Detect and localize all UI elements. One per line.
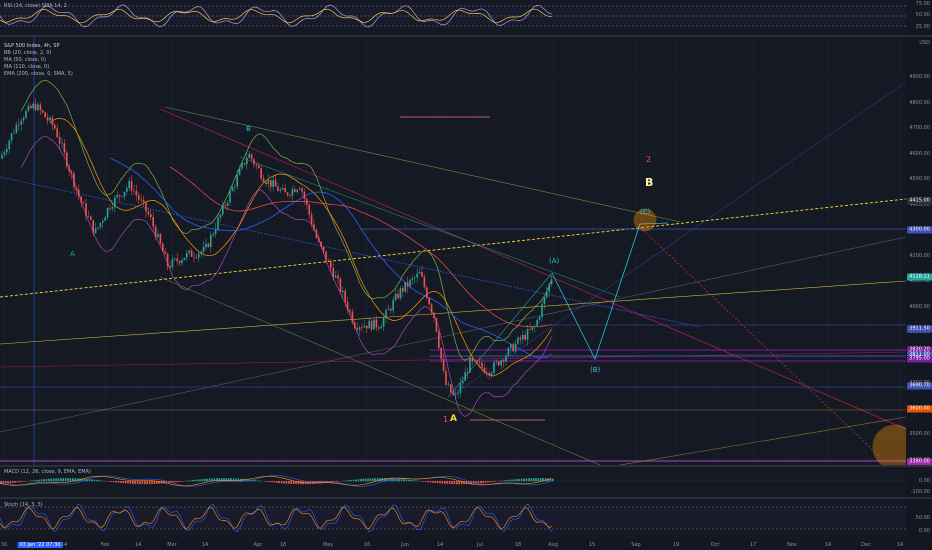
- time-tick: 14: [896, 542, 904, 548]
- time-tick: 18: [279, 542, 287, 548]
- time-tick: 14: [201, 542, 209, 548]
- price-tick: 3500.00: [909, 431, 930, 438]
- time-tick: 14: [436, 542, 444, 548]
- price-tick: 4700.00: [909, 125, 930, 132]
- macd-level: -100.00: [910, 489, 930, 495]
- indicator-ma110[interactable]: MA (110, close, 0): [4, 64, 50, 70]
- wave-label-c-paren: (C): [640, 208, 651, 216]
- pane-separator[interactable]: [0, 465, 932, 467]
- price-tick: 4000.00: [909, 303, 930, 310]
- price-axis[interactable]: USD 4900.00 4800.00 4700.00 4600.00 4500.00 4…: [906, 37, 932, 466]
- stoch-label: Stoch (14, 3, 3): [4, 502, 43, 508]
- wave-label-a-paren: (A): [549, 257, 560, 265]
- price-chart: [0, 37, 906, 465]
- time-tick: 16: [363, 542, 371, 548]
- price-tick: 4100.00: [909, 278, 930, 285]
- time-tick: 19: [672, 542, 680, 548]
- macd-chart: [0, 475, 906, 487]
- macd-pane[interactable]: MACD (12, 26, close, 9, EMA, EMA): [0, 467, 906, 497]
- macd-label: MACD (12, 26, close, 9, EMA, EMA): [4, 469, 91, 475]
- indicator-ma50[interactable]: MA (50, close, 0): [4, 57, 47, 63]
- price-badge: 4300.00: [907, 226, 932, 234]
- time-tick: Sep: [631, 542, 641, 548]
- currency-label: USD: [919, 40, 930, 46]
- time-tick: 17: [749, 542, 757, 548]
- stoch-chart: [0, 503, 906, 533]
- rsi-level: 50.00: [915, 12, 930, 18]
- time-tick: 30: [0, 542, 8, 548]
- time-tick: Jul: [476, 542, 484, 548]
- time-tick: 14: [60, 542, 68, 548]
- price-tick: 4200.00: [909, 252, 930, 259]
- time-tick: Dec: [861, 542, 871, 548]
- wave-label-a-left: A: [70, 250, 75, 258]
- rsi-level: 75.00: [915, 1, 930, 7]
- rsi-chart: [0, 4, 906, 28]
- price-badge: 3690.70: [907, 382, 932, 390]
- price-badge: 3830.20: [907, 346, 932, 354]
- indicator-ema200[interactable]: EMA (200, close, 0, SMA, 5): [4, 71, 73, 77]
- stoch-level: 0.00: [918, 528, 930, 534]
- stoch-level: 50.00: [915, 515, 930, 521]
- time-tick: Feb: [100, 542, 110, 548]
- price-badge: 3600.00: [907, 405, 932, 413]
- pane-separator[interactable]: [0, 497, 932, 499]
- time-tick: Apr: [253, 542, 263, 548]
- indicator-bb[interactable]: BB (20, close, 2, 0): [4, 50, 52, 56]
- stoch-axis[interactable]: 50.00 0.00: [906, 499, 932, 539]
- price-badge: 3911.50: [907, 325, 932, 333]
- price-tick: 4400.00: [909, 201, 930, 208]
- time-axis[interactable]: 30 03 Jan '22 07:30 14 Feb 14 Mar 14 Apr 18 May 16…: [0, 539, 932, 550]
- wave-label-b-paren: (B): [590, 366, 601, 374]
- price-tick: 4800.00: [909, 99, 930, 106]
- wave-label-2: 2: [646, 155, 652, 164]
- rsi-axis[interactable]: 75.00 50.00 25.00: [906, 0, 932, 35]
- time-tick: 03 Jan '22 07:30: [17, 542, 63, 548]
- price-tick: 4900.00: [909, 74, 930, 80]
- time-tick: Mar: [167, 542, 177, 548]
- time-tick: Aug: [548, 542, 558, 548]
- price-badge: 4118.11: [907, 273, 932, 281]
- time-tick: Nov: [787, 542, 797, 548]
- time-tick: Oct: [710, 542, 720, 548]
- price-badge: 3390.00: [907, 458, 932, 466]
- wave-label-1: 1: [443, 415, 449, 424]
- time-tick: 18: [514, 542, 522, 548]
- price-tick: 4500.00: [909, 176, 930, 183]
- symbol-title[interactable]: S&P 500 Index, 4h, SP: [4, 43, 60, 49]
- price-badge: 4415.00: [907, 197, 932, 205]
- time-tick: 14: [824, 542, 832, 548]
- price-badge: 3811.00: [907, 351, 932, 359]
- pane-separator[interactable]: [0, 35, 932, 37]
- time-tick: Jun: [401, 542, 409, 548]
- macd-level: 0.00: [918, 478, 930, 484]
- main-chart-pane[interactable]: S&P 500 Index, 4h, SP BB (20, close, 2, …: [0, 37, 906, 465]
- price-badge: 3795.00: [907, 355, 932, 363]
- time-tick: May: [322, 542, 334, 548]
- rsi-pane[interactable]: RSI (14, close) SMA 14, 2: [0, 0, 906, 35]
- rsi-level: 25.00: [915, 24, 930, 30]
- wave-label-a-bottom: A: [450, 414, 457, 424]
- wave-label-b-big: B: [645, 176, 654, 189]
- macd-axis[interactable]: 0.00 -100.00: [906, 467, 932, 497]
- time-tick: 14: [134, 542, 142, 548]
- price-tick: 4600.00: [909, 150, 930, 157]
- time-tick: 15: [588, 542, 596, 548]
- stoch-pane[interactable]: Stoch (14, 3, 3): [0, 499, 906, 539]
- rsi-label: RSI (14, close) SMA 14, 2: [4, 3, 67, 9]
- wave-label-b-top: B: [246, 125, 251, 133]
